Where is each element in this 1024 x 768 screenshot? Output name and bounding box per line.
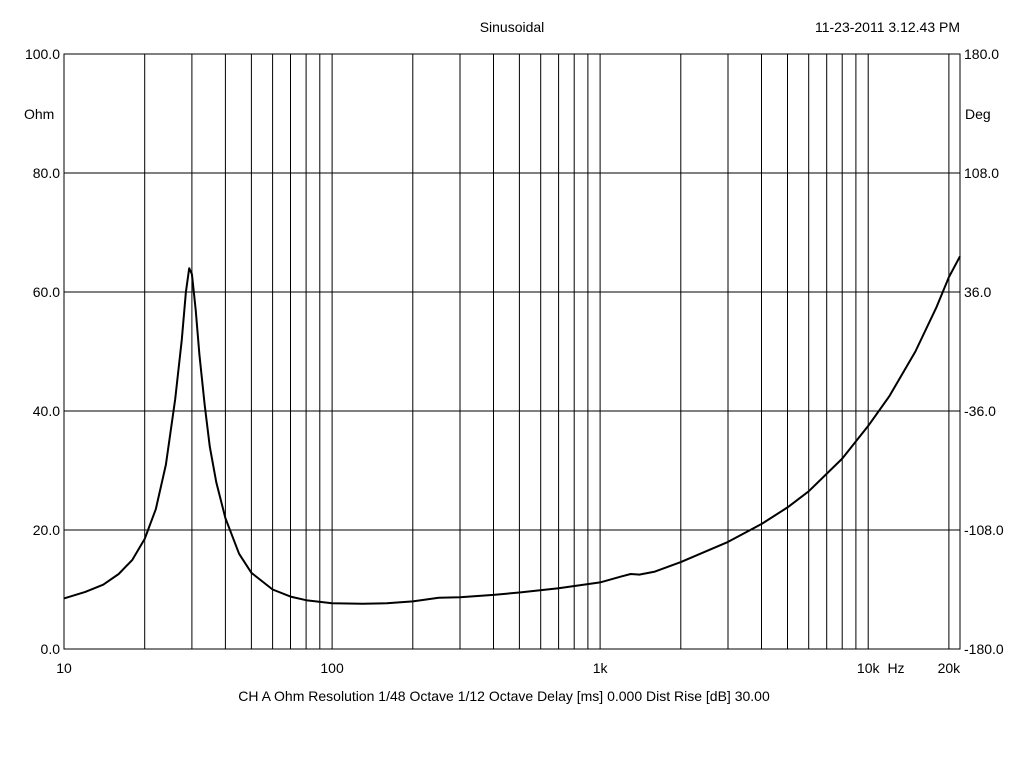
y-tick-label: 40.0 — [33, 403, 60, 419]
x-tick-label: 100 — [320, 660, 344, 676]
x-tick-label: 10 — [56, 660, 72, 676]
tick-labels: 0.0 20.0 40.0 60.0 80.0 100.0 -180.0 -108.0 -36.… — [25, 46, 1004, 676]
plot-frame — [63, 53, 961, 650]
y2-tick-label: 180.0 — [964, 46, 999, 62]
chart-title: Sinusoidal — [480, 19, 545, 35]
y-tick-label: 20.0 — [33, 522, 60, 538]
y2-tick-label: -36.0 — [964, 403, 996, 419]
timestamp: 11-23-2011 3.12.43 PM — [815, 19, 960, 35]
y-tick-label: 60.0 — [33, 284, 60, 300]
y2-tick-label: -108.0 — [964, 522, 1004, 538]
footer-info: CH A Ohm Resolution 1/48 Octave 1/12 Oct… — [238, 688, 770, 704]
grid — [64, 54, 960, 649]
x-tick-label: 10k — [857, 660, 881, 676]
y2-axis-label: Deg — [965, 106, 991, 122]
x-tick-label: 1k — [593, 660, 609, 676]
y-tick-label: 80.0 — [33, 165, 60, 181]
y-tick-label: 100.0 — [25, 46, 60, 62]
y-tick-label: 0.0 — [41, 641, 61, 657]
y2-tick-label: 36.0 — [964, 284, 991, 300]
y2-tick-label: -180.0 — [964, 641, 1004, 657]
y2-tick-label: 108.0 — [964, 165, 999, 181]
x-tick-label: 20k — [938, 660, 962, 676]
x-unit-label: Hz — [887, 660, 904, 676]
y-axis-label: Ohm — [24, 106, 54, 122]
impedance-curve — [63, 255, 961, 605]
series-layer — [63, 255, 961, 605]
